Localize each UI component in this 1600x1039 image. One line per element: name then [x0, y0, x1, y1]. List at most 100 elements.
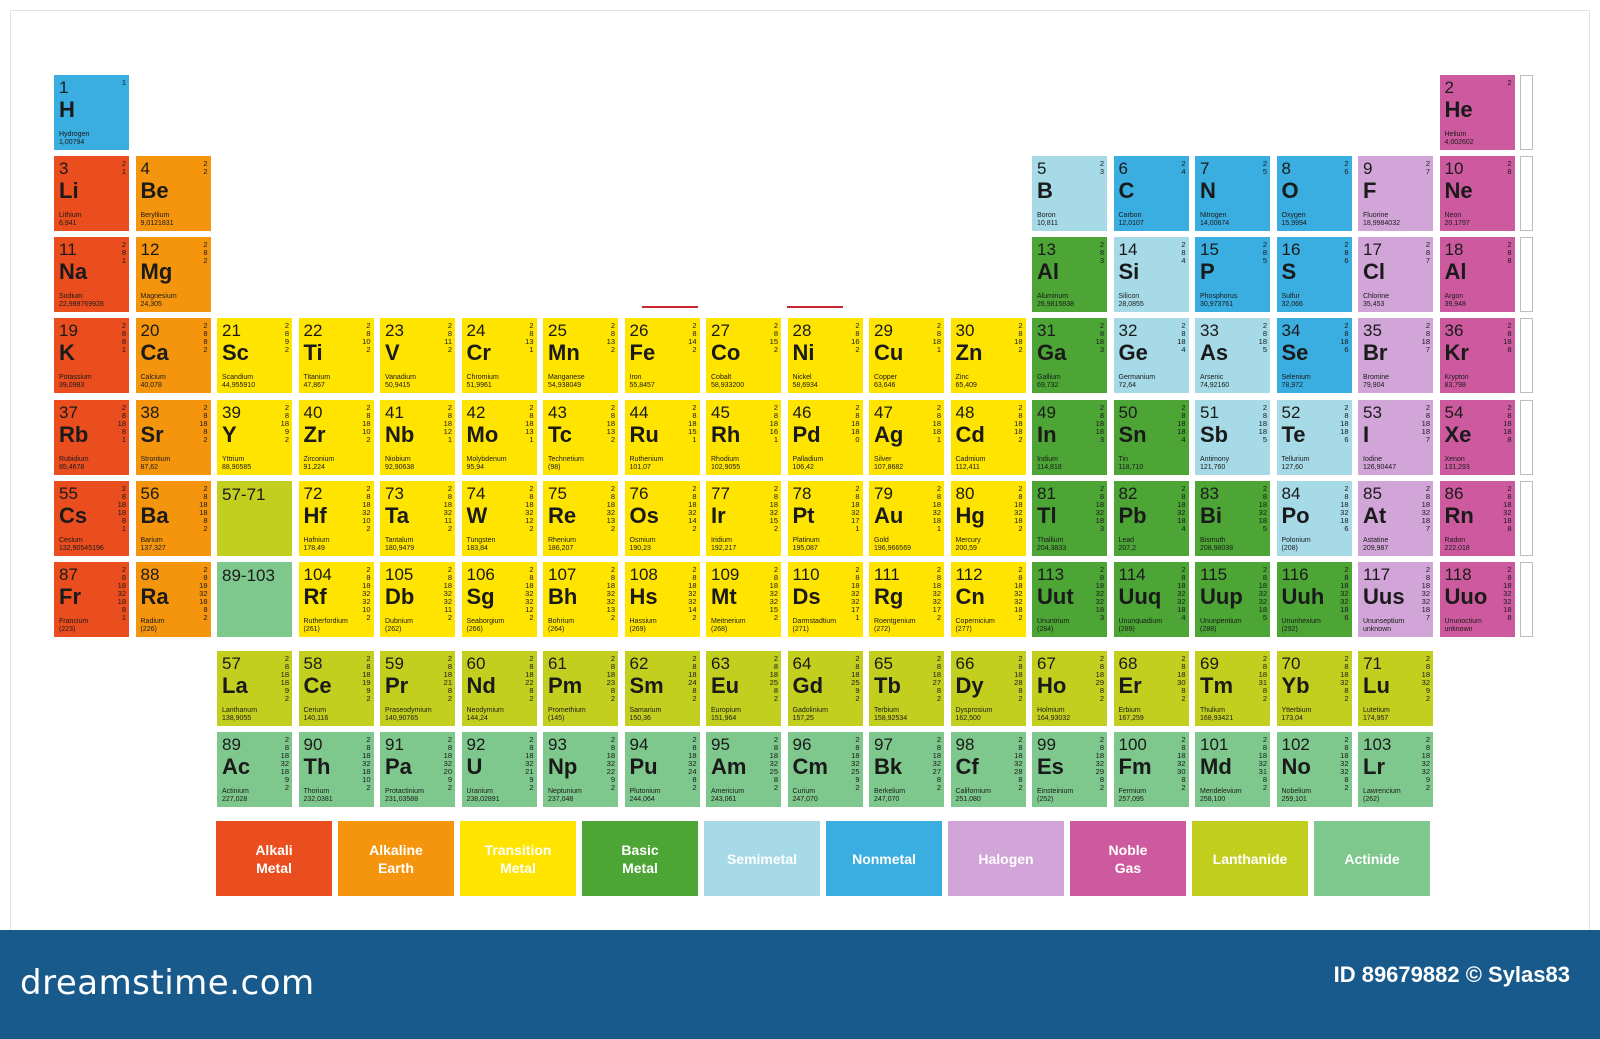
element-cell-uup[interactable]: 115 Uup Ununpentium (288) 2 8 18 32 32 18 5: [1195, 562, 1270, 637]
element-cell-zn[interactable]: 30 Zn Zinc 65,409 2 8 18 2: [950, 318, 1026, 393]
element-cell-pt[interactable]: 78 Pt Platinum 195,087 2 8 18 32 17 1: [787, 481, 863, 556]
element-cell-o[interactable]: 8 O Oxygen 15,9994 2 6: [1276, 156, 1352, 231]
element-cell-tl[interactable]: 81 Tl Thallium 204,3833 2 8 18 32 18 3: [1032, 481, 1107, 556]
element-cell-db[interactable]: 105 Db Dubnium (262) 2 8 18 32 32 11 2: [380, 562, 455, 637]
element-cell-he[interactable]: 2 He Helium 4,002602 2: [1439, 75, 1515, 150]
element-cell-ra[interactable]: 88 Ra Radium (226) 2 8 18 32 18 8 2: [135, 562, 211, 637]
element-cell-be[interactable]: 4 Be Beryllium 9,0121831 2 2: [135, 156, 211, 231]
element-cell-cm[interactable]: 96 Cm Curium 247,070 2 8 18 32 25 9 2: [787, 732, 863, 807]
element-cell-sr[interactable]: 38 Sr Strontium 87,62 2 8 18 8 2: [135, 400, 211, 475]
element-cell-sc[interactable]: 21 Sc Scandium 44,955910 2 8 9 2: [217, 318, 292, 393]
element-cell-ir[interactable]: 77 Ir Iridium 192,217 2 8 18 32 15 2: [706, 481, 781, 556]
element-cell-in[interactable]: 49 In Indium 114,818 2 8 18 18 3: [1032, 400, 1107, 475]
element-cell-ag[interactable]: 47 Ag Silver 107,8682 2 8 18 18 1: [869, 400, 944, 475]
element-cell-eu[interactable]: 63 Eu Europium 151,964 2 8 18 25 8 2: [706, 651, 781, 726]
element-cell-yb[interactable]: 70 Yb Ytterbium 173,04 2 8 18 32 8 2: [1276, 651, 1352, 726]
element-cell-ce[interactable]: 58 Ce Cerium 140,116 2 8 18 19 9 2: [298, 651, 374, 726]
element-cell-la[interactable]: 57 La Lanthanum 138,9055 2 8 18 18 9 2: [217, 651, 292, 726]
element-cell-rh[interactable]: 45 Rh Rhodium 102,9055 2 8 18 16 1: [706, 400, 781, 475]
element-cell-au[interactable]: 79 Au Gold 196,966569 2 8 18 32 18 1: [869, 481, 944, 556]
element-cell-uus[interactable]: 117 Uus Ununseptium unknown 2 8 18 32 32 18 …: [1358, 562, 1433, 637]
element-cell-i[interactable]: 53 I Iodine 126,90447 2 8 18 18 7: [1358, 400, 1433, 475]
element-cell-rg[interactable]: 111 Rg Roentgenium (272) 2 8 18 32 32 17 2: [869, 562, 944, 637]
element-cell-mo[interactable]: 42 Mo Molybdenum 95,94 2 8 18 13 1: [461, 400, 537, 475]
element-cell-bh[interactable]: 107 Bh Bohrium (264) 2 8 18 32 32 13 2: [543, 562, 618, 637]
element-cell-er[interactable]: 68 Er Erbium 167,259 2 8 18 30 8 2: [1113, 651, 1189, 726]
element-cell-tm[interactable]: 69 Tm Thulium 168,93421 2 8 18 31 8 2: [1195, 651, 1270, 726]
element-cell-ds[interactable]: 110 Ds Darmstadtium (271) 2 8 18 32 32 17 1: [787, 562, 863, 637]
element-cell-no[interactable]: 102 No Nobelium 259,101 2 8 18 32 32 8 2: [1276, 732, 1352, 807]
element-cell-ga[interactable]: 31 Ga Gallium 69,732 2 8 18 3: [1032, 318, 1107, 393]
element-cell-hs[interactable]: 108 Hs Hassium (269) 2 8 18 32 32 14 2: [624, 562, 700, 637]
element-cell-lu[interactable]: 71 Lu Lutetium 174,957 2 8 18 32 9 2: [1358, 651, 1433, 726]
element-cell-mt[interactable]: 109 Mt Meitnerium (268) 2 8 18 32 32 15 2: [706, 562, 781, 637]
element-cell-tc[interactable]: 43 Tc Technetium (98) 2 8 18 13 2: [543, 400, 618, 475]
element-cell-tb[interactable]: 65 Tb Terbium 158,92534 2 8 18 27 8 2: [869, 651, 944, 726]
element-cell-y[interactable]: 39 Y Yttrium 88,90585 2 8 18 9 2: [217, 400, 292, 475]
element-cell-rn[interactable]: 86 Rn Radon 222,018 2 8 18 32 18 8: [1439, 481, 1515, 556]
element-cell-ge[interactable]: 32 Ge Germanium 72,64 2 8 18 4: [1113, 318, 1189, 393]
element-cell-bi[interactable]: 83 Bi Bismuth 208,98038 2 8 18 32 18 5: [1195, 481, 1270, 556]
element-cell-v[interactable]: 23 V Vanadium 50,9415 2 8 11 2: [380, 318, 455, 393]
element-cell-f[interactable]: 9 F Fluorine 18,9984032 2 7: [1358, 156, 1433, 231]
element-cell-co[interactable]: 27 Co Cobalt 58,933200 2 8 15 2: [706, 318, 781, 393]
element-cell-ta[interactable]: 73 Ta Tantalum 180,9479 2 8 18 32 11 2: [380, 481, 455, 556]
element-cell-es[interactable]: 99 Es Einsteinium (252) 2 8 18 32 29 8 2: [1032, 732, 1107, 807]
element-cell-am[interactable]: 95 Am Americium 243,061 2 8 18 32 25 8 2: [706, 732, 781, 807]
element-cell-uut[interactable]: 113 Uut Ununtrium (284) 2 8 18 32 32 18 3: [1032, 562, 1107, 637]
element-cell-pb[interactable]: 82 Pb Lead 207,2 2 8 18 32 18 4: [1113, 481, 1189, 556]
element-cell-te[interactable]: 52 Te Tellurium 127,60 2 8 18 18 6: [1276, 400, 1352, 475]
element-cell-at[interactable]: 85 At Astatine 209,987 2 8 18 32 18 7: [1358, 481, 1433, 556]
element-cell-cd[interactable]: 48 Cd Cadmium 112,411 2 8 18 18 2: [950, 400, 1026, 475]
element-cell-as[interactable]: 33 As Arsenic 74,92160 2 8 18 5: [1195, 318, 1270, 393]
element-cell-po[interactable]: 84 Po Polonium (208) 2 8 18 32 18 6: [1276, 481, 1352, 556]
element-cell-gd[interactable]: 64 Gd Gadolinium 157,25 2 8 18 25 9 2: [787, 651, 863, 726]
element-cell-pd[interactable]: 46 Pd Palladium 106,42 2 8 18 18 0: [787, 400, 863, 475]
element-cell-si[interactable]: 14 Si Silicon 28,0855 2 8 4: [1113, 237, 1189, 312]
element-cell-b[interactable]: 5 B Boron 10,811 2 3: [1032, 156, 1107, 231]
element-cell-na[interactable]: 11 Na Sodium 22,989769928 2 8 1: [54, 237, 129, 312]
element-cell-hg[interactable]: 80 Hg Mercury 200,59 2 8 18 32 18 2: [950, 481, 1026, 556]
site-logo[interactable]: dreamstime.com: [20, 963, 315, 1003]
element-cell-sb[interactable]: 51 Sb Antimony 121,760 2 8 18 18 5: [1195, 400, 1270, 475]
element-cell-sm[interactable]: 62 Sm Samarium 150,36 2 8 18 24 8 2: [624, 651, 700, 726]
element-cell-ac[interactable]: 89 Ac Actinium 227,028 2 8 18 32 18 9 2: [217, 732, 292, 807]
element-cell-ti[interactable]: 22 Ti Titanium 47,867 2 8 10 2: [298, 318, 374, 393]
element-cell-cl[interactable]: 17 Cl Chlorine 35,453 2 8 7: [1358, 237, 1433, 312]
element-cell-ba[interactable]: 56 Ba Barium 137,327 2 8 18 18 8 2: [135, 481, 211, 556]
element-cell-ni[interactable]: 28 Ni Nickel 58,6934 2 8 16 2: [787, 318, 863, 393]
element-cell-mg[interactable]: 12 Mg Magnesium 24,305 2 8 2: [135, 237, 211, 312]
element-cell-zr[interactable]: 40 Zr Zirconium 91,224 2 8 18 10 2: [298, 400, 374, 475]
element-cell-p[interactable]: 15 P Phosphorus 30,973761 2 8 5: [1195, 237, 1270, 312]
element-cell-hf[interactable]: 72 Hf Hafnium 178,49 2 8 18 32 10 2: [298, 481, 374, 556]
element-cell-pm[interactable]: 61 Pm Promethium (145) 2 8 18 23 8 2: [543, 651, 618, 726]
element-cell-ru[interactable]: 44 Ru Ruthenium 101,07 2 8 18 15 1: [624, 400, 700, 475]
element-cell-cn[interactable]: 112 Cn Copernicium (277) 2 8 18 32 32 18 2: [950, 562, 1026, 637]
element-cell-uuq[interactable]: 114 Uuq Ununquadium (289) 2 8 18 32 32 18 4: [1113, 562, 1189, 637]
element-cell-rb[interactable]: 37 Rb Rubidium 85,4678 2 8 18 8 1: [54, 400, 129, 475]
element-cell-lr[interactable]: 103 Lr Lawrencium (262) 2 8 18 32 32 9 2: [1358, 732, 1433, 807]
element-cell-se[interactable]: 34 Se Selenium 78,972 2 8 18 6: [1276, 318, 1352, 393]
element-cell-cu[interactable]: 29 Cu Copper 63,646 2 8 18 1: [869, 318, 944, 393]
element-cell-nb[interactable]: 41 Nb Niobium 92,90638 2 8 18 12 1: [380, 400, 455, 475]
element-cell-np[interactable]: 93 Np Neptunium 237,048 2 8 18 32 22 9 2: [543, 732, 618, 807]
element-cell-cr[interactable]: 24 Cr Chromium 51,9961 2 8 13 1: [461, 318, 537, 393]
element-cell-ho[interactable]: 67 Ho Holmium 164,93032 2 8 18 29 8 2: [1032, 651, 1107, 726]
element-cell-h[interactable]: 1 H Hydrogen 1,00794 1: [54, 75, 129, 150]
element-cell-os[interactable]: 76 Os Osmium 190,23 2 8 18 32 14 2: [624, 481, 700, 556]
element-cell-uuo[interactable]: 118 Uuo Ununoctium unknown 2 8 18 32 32 18 8: [1439, 562, 1515, 637]
element-cell-c[interactable]: 6 C Carbon 12,0107 2 4: [1113, 156, 1189, 231]
element-cell-fm[interactable]: 100 Fm Fermium 257,095 2 8 18 32 30 8 2: [1113, 732, 1189, 807]
element-cell-pu[interactable]: 94 Pu Plutonium 244,064 2 8 18 32 24 8 2: [624, 732, 700, 807]
element-cell-rf[interactable]: 104 Rf Rutherfordium (261) 2 8 18 32 32 10 2: [298, 562, 374, 637]
element-cell-w[interactable]: 74 W Tungsten 183,84 2 8 18 32 12 2: [461, 481, 537, 556]
element-cell-ca[interactable]: 20 Ca Calcium 40,078 2 8 8 2: [135, 318, 211, 393]
element-cell-cf[interactable]: 98 Cf Californium 251,080 2 8 18 32 28 8 2: [950, 732, 1026, 807]
element-cell-br[interactable]: 35 Br Bromine 79,904 2 8 18 7: [1358, 318, 1433, 393]
element-cell-md[interactable]: 101 Md Mendelevium 258,100 2 8 18 32 31 8 2: [1195, 732, 1270, 807]
element-cell-n[interactable]: 7 N Nitrogen 14,00674 2 5: [1195, 156, 1270, 231]
element-cell-xe[interactable]: 54 Xe Xenon 131,293 2 8 18 18 8: [1439, 400, 1515, 475]
element-cell-re[interactable]: 75 Re Rhenium 186,207 2 8 18 32 13 2: [543, 481, 618, 556]
element-cell-uuh[interactable]: 116 Uuh Ununhexium (292) 2 8 18 32 32 18 6: [1276, 562, 1352, 637]
element-cell-fe[interactable]: 26 Fe Iron 55,8457 2 8 14 2: [624, 318, 700, 393]
